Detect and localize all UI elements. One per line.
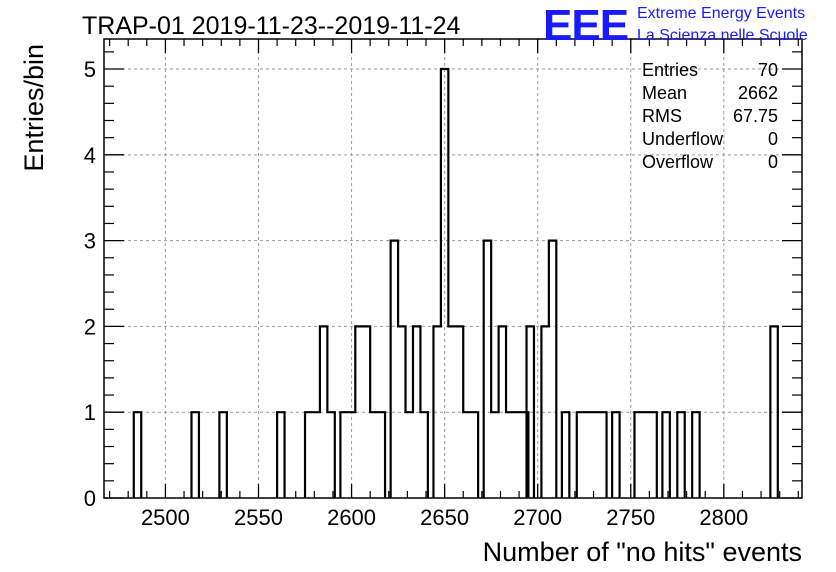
histogram-bin [363,326,370,498]
histogram-bin [134,412,141,498]
histogram-bin [305,412,312,498]
histogram-bin [677,412,684,498]
plot-frame [103,38,803,499]
histogram-bin [471,412,478,498]
x-tick-label: 2500 [141,505,190,530]
eee-logo: EEE Extreme Energy Events La Scienza nel… [543,1,808,50]
histogram-bin [541,326,548,498]
histogram-bin [506,412,513,498]
histogram-bin [770,326,777,498]
histogram-bin [592,412,599,498]
histogram-bin [499,326,506,498]
histogram-bin [562,412,569,498]
stat-value-mean: 2662 [738,83,778,103]
x-tick-label: 2700 [513,505,562,530]
x-tick-label: 2550 [234,505,283,530]
stat-label-entries: Entries [642,60,698,80]
histogram-bin [277,412,284,498]
histogram-bin [491,412,498,498]
histogram-bin [406,412,413,498]
histogram-bin [612,412,619,498]
histogram-bin [420,412,427,498]
histogram-bin [378,412,385,498]
histogram-bin [340,412,347,498]
histogram-bin [355,326,362,498]
histogram-bin [584,412,591,498]
x-tick-label: 2600 [327,505,376,530]
histogram-bin [649,412,656,498]
y-tick-label: 5 [84,57,96,82]
stat-label-mean: Mean [642,83,687,103]
x-axis-title: Number of "no hits" events [483,537,802,567]
y-axis-title: Entries/bin [19,44,49,172]
histogram-bin [463,412,470,498]
stats-box: Entries 70 Mean 2662 RMS 67.75 Underflow… [642,60,778,172]
y-tick-label: 2 [84,314,96,339]
histogram-bin [692,412,699,498]
x-tick-label: 2650 [420,505,469,530]
histogram-bin [219,412,226,498]
histogram-bin [398,326,405,498]
axis-ticks [104,39,802,499]
histogram-bin [484,241,491,498]
logo-line-1: Extreme Energy Events [637,5,805,22]
y-tick-labels: 0 1 2 3 4 5 [84,57,96,511]
y-tick-label: 1 [84,400,96,425]
histogram-bin [370,412,377,498]
histogram-bin [413,326,420,498]
histogram-bin [191,412,198,498]
y-tick-label: 3 [84,229,96,254]
histogram-bin [456,326,463,498]
histogram-bin [320,326,327,498]
histogram-bin [448,326,455,498]
stat-label-overflow: Overflow [642,152,714,172]
histogram-bin [433,326,440,498]
histogram-bin [441,69,448,498]
histogram-bin [642,412,649,498]
histogram-bin [577,412,584,498]
histogram-bin [634,412,641,498]
histogram-bin [662,412,669,498]
stat-value-overflow: 0 [768,152,778,172]
histogram-bin [549,241,556,498]
y-tick-label: 0 [84,486,96,511]
histogram-bin [513,412,520,498]
histogram-bin [527,326,534,498]
histogram-bin [327,412,334,498]
logo-line-2: La Scienza nelle Scuole [637,27,808,44]
histogram-outline [132,67,779,498]
histogram-bin [391,241,398,498]
stat-label-rms: RMS [642,106,682,126]
stat-value-entries: 70 [758,60,778,80]
y-tick-label: 4 [84,143,96,168]
x-tick-labels: 2500 2550 2600 2650 2700 2750 2800 [141,505,748,530]
stat-value-rms: 67.75 [733,106,778,126]
chart-title: TRAP-01 2019-11-23--2019-11-24 [82,12,461,40]
x-tick-label: 2750 [606,505,655,530]
histogram-bin [599,412,606,498]
logo-mark: EEE [543,1,628,50]
x-tick-label: 2800 [699,505,748,530]
stat-value-underflow: 0 [768,129,778,149]
histogram-bin [312,412,319,498]
stat-label-underflow: Underflow [642,129,724,149]
